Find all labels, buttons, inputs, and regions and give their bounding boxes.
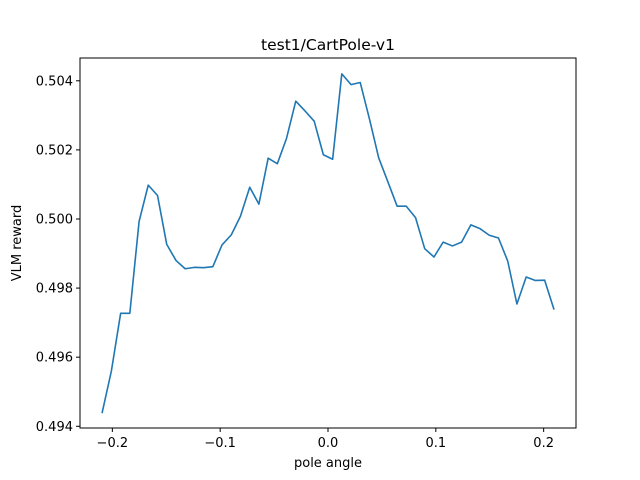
series-line: [101, 73, 555, 414]
series-layer: [101, 73, 555, 414]
x-tick-label: −0.1: [204, 436, 236, 451]
y-tick-label: 0.494: [36, 420, 73, 435]
y-axis-label: VLM reward: [10, 205, 25, 282]
y-tick-label: 0.496: [36, 351, 73, 366]
y-tick-label: 0.504: [36, 74, 73, 89]
x-tick-label: 0.2: [533, 436, 554, 451]
x-tick-label: −0.2: [97, 436, 129, 451]
y-axis: 0.494 0.496 0.498 0.500 0.502 0.504: [36, 74, 80, 435]
y-tick-label: 0.500: [36, 212, 73, 227]
x-tick-label: 0.1: [425, 436, 446, 451]
y-tick-label: 0.502: [36, 143, 73, 158]
x-tick-label: 0.0: [318, 436, 339, 451]
x-axis-label: pole angle: [294, 456, 362, 471]
y-tick-label: 0.498: [36, 282, 73, 297]
x-axis: −0.2 −0.1 0.0 0.1 0.2: [97, 428, 554, 451]
chart-title: test1/CartPole-v1: [261, 36, 395, 54]
